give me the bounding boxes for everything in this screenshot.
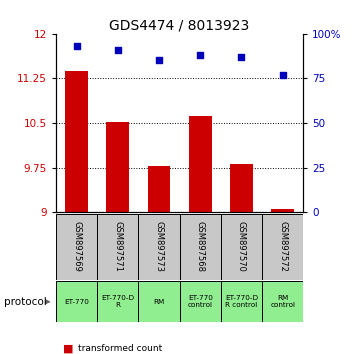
Text: GSM897570: GSM897570: [237, 222, 246, 272]
Text: ■: ■: [63, 344, 74, 354]
Text: RM
control: RM control: [270, 295, 295, 308]
Point: [74, 43, 79, 49]
Bar: [106, 122, 129, 212]
Text: ET-770: ET-770: [64, 299, 89, 305]
Bar: [65, 70, 88, 212]
Text: GSM897572: GSM897572: [278, 222, 287, 272]
Bar: [56, 281, 97, 322]
Bar: [189, 116, 212, 212]
Text: GSM897568: GSM897568: [196, 221, 205, 273]
Bar: [148, 166, 170, 212]
Bar: [97, 214, 138, 280]
Text: ET-770-D
R control: ET-770-D R control: [225, 295, 258, 308]
Text: protocol: protocol: [4, 297, 46, 307]
Bar: [230, 164, 253, 212]
Bar: [262, 214, 303, 280]
Bar: [180, 281, 221, 322]
Point: [197, 52, 203, 58]
Bar: [221, 281, 262, 322]
Point: [156, 58, 162, 63]
Text: GSM897571: GSM897571: [113, 222, 122, 272]
Bar: [138, 281, 180, 322]
Point: [280, 72, 286, 78]
Bar: [138, 214, 180, 280]
Text: ET-770-D
R: ET-770-D R: [101, 295, 134, 308]
Bar: [56, 214, 97, 280]
Text: GSM897573: GSM897573: [155, 221, 164, 273]
Text: RM: RM: [153, 299, 165, 305]
Bar: [180, 214, 221, 280]
Text: transformed count: transformed count: [78, 344, 162, 353]
Text: ET-770
control: ET-770 control: [188, 295, 213, 308]
Text: GSM897569: GSM897569: [72, 222, 81, 272]
Bar: [97, 281, 138, 322]
Bar: [221, 214, 262, 280]
Bar: [271, 209, 294, 212]
Point: [239, 54, 244, 60]
Bar: [262, 281, 303, 322]
Title: GDS4474 / 8013923: GDS4474 / 8013923: [109, 18, 250, 33]
Point: [115, 47, 121, 52]
